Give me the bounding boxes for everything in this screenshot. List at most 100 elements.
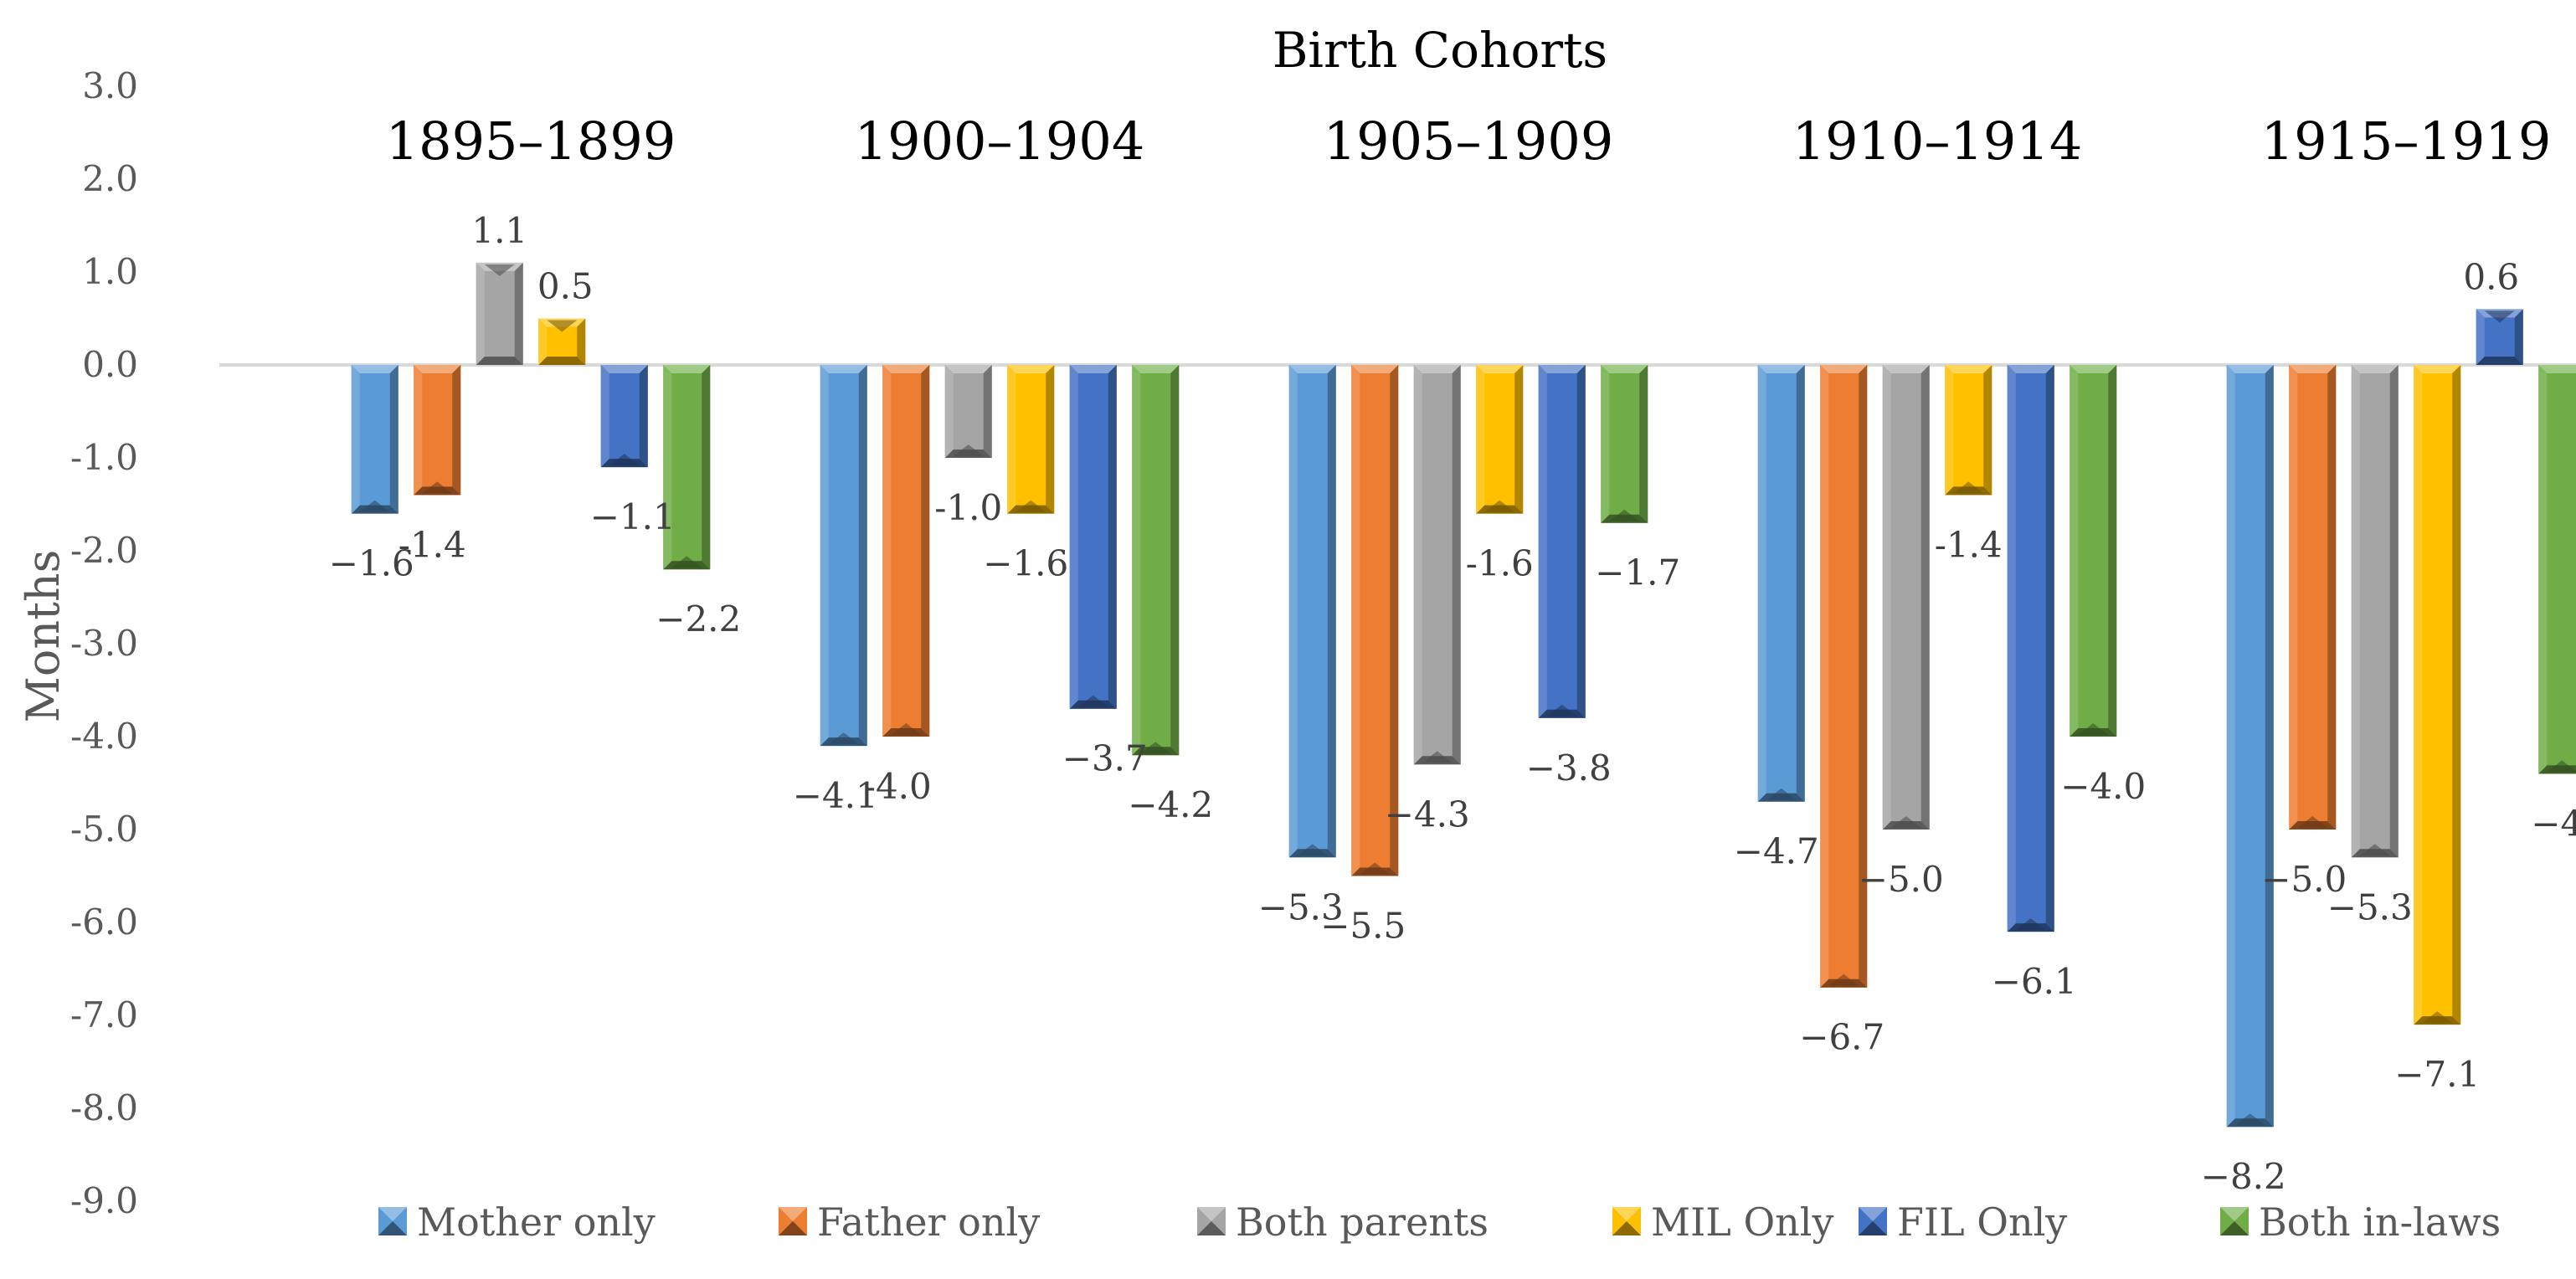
y-tick-label: -6.0 bbox=[70, 901, 138, 943]
y-axis: 3.0 2.0 1.0 0.0 -1.0 -2.0 -3.0 -4.0 -5.0 -6.0 -7.0… bbox=[70, 65, 138, 1221]
bar-bevel bbox=[414, 365, 461, 373]
legend-item: FIL Only bbox=[1859, 1199, 2067, 1245]
bar bbox=[2538, 365, 2576, 774]
bar-bevel bbox=[1132, 365, 1141, 756]
bar-tip bbox=[2078, 723, 2109, 735]
bar-bevel bbox=[1757, 365, 1805, 373]
data-label: −4.1 bbox=[793, 775, 878, 816]
cohort-label: 1905–1909 bbox=[1324, 110, 1614, 172]
bar-bevel bbox=[1007, 365, 1016, 514]
bar-bevel bbox=[882, 365, 930, 373]
bar bbox=[663, 365, 711, 570]
bar bbox=[1538, 365, 1586, 718]
bar-bevel bbox=[1576, 365, 1586, 718]
bar-bevel bbox=[2538, 365, 2576, 373]
bar-bevel bbox=[351, 365, 360, 514]
bar-bevel bbox=[1796, 365, 1805, 802]
legend-item: MIL Only bbox=[1612, 1199, 1833, 1245]
bar bbox=[2226, 365, 2274, 1127]
bar-bevel bbox=[2476, 357, 2523, 365]
legend-label: Both parents bbox=[1236, 1199, 1489, 1245]
data-label: −7.1 bbox=[2394, 1054, 2480, 1095]
bar-bevel bbox=[1351, 365, 1399, 373]
legend-label: FIL Only bbox=[1897, 1199, 2067, 1245]
bar-bevel bbox=[921, 365, 930, 737]
data-label: −6.1 bbox=[1992, 961, 2077, 1002]
bar bbox=[538, 318, 586, 365]
data-label: −5.3 bbox=[2327, 886, 2413, 927]
legend-item: Both in-laws bbox=[2220, 1199, 2501, 1245]
bar-bevel bbox=[2226, 365, 2274, 373]
bar-bevel bbox=[1046, 365, 1055, 514]
legend-swatch-bevel bbox=[1612, 1207, 1641, 1221]
bar-bevel bbox=[2070, 365, 2079, 737]
y-axis-title: Months bbox=[17, 550, 69, 723]
bar-bevel bbox=[2514, 309, 2523, 365]
bar-bevel bbox=[1476, 365, 1524, 373]
y-tick-label: 1.0 bbox=[82, 251, 138, 292]
bar-bevel bbox=[882, 365, 892, 737]
data-label: 0.5 bbox=[537, 266, 594, 307]
bar-tip bbox=[547, 320, 578, 332]
bar-bevel bbox=[1920, 365, 1930, 830]
bar-bevel bbox=[1820, 365, 1829, 988]
bar bbox=[1413, 365, 1461, 765]
bar-bevel bbox=[452, 365, 461, 496]
legend-swatch-bevel bbox=[1859, 1207, 1887, 1221]
bar-tip bbox=[1140, 742, 1171, 754]
bar bbox=[2476, 309, 2523, 365]
bar-tip bbox=[609, 454, 640, 466]
bar-bevel bbox=[2414, 365, 2423, 1025]
bar-bevel bbox=[820, 365, 829, 747]
bar bbox=[476, 262, 523, 365]
bar-bevel bbox=[476, 262, 485, 365]
bar-bevel bbox=[1757, 365, 1766, 802]
bar-bevel bbox=[1288, 365, 1298, 858]
data-label: −5.0 bbox=[2261, 859, 2347, 900]
bar-bevel bbox=[2327, 365, 2337, 830]
bar-bevel bbox=[1170, 365, 1180, 756]
bar-bevel bbox=[2389, 365, 2399, 858]
data-label: −3.8 bbox=[1526, 747, 1612, 788]
bar-bevel bbox=[1069, 365, 1117, 373]
bar-tip bbox=[891, 723, 922, 735]
legend-swatch-bevel bbox=[779, 1221, 807, 1235]
bar bbox=[351, 365, 398, 514]
legend-label: Both in-laws bbox=[2259, 1199, 2501, 1245]
bar-tip bbox=[1890, 816, 1921, 828]
bar-bevel bbox=[702, 365, 711, 570]
bar bbox=[1476, 365, 1524, 514]
bar bbox=[414, 365, 461, 496]
legend-swatch-bevel bbox=[1612, 1221, 1641, 1235]
bar-tip bbox=[1546, 704, 1577, 717]
data-label: -1.6 bbox=[1466, 543, 1534, 584]
legend-swatch-bevel bbox=[378, 1207, 407, 1221]
bar-bevel bbox=[1413, 365, 1461, 373]
bar-bevel bbox=[2289, 365, 2298, 830]
bar-bevel bbox=[1983, 365, 1992, 496]
bar-bevel bbox=[2414, 365, 2461, 373]
legend-swatch-bevel bbox=[2220, 1207, 2249, 1221]
bar-tip bbox=[2234, 1113, 2265, 1126]
data-label: −4.3 bbox=[1385, 794, 1470, 835]
bar-bevel bbox=[1601, 365, 1648, 373]
bar-tip bbox=[1766, 788, 1797, 800]
data-label: -1.0 bbox=[934, 487, 1002, 528]
bar-bevel bbox=[514, 262, 523, 365]
bar bbox=[2414, 365, 2461, 1025]
bar-bevel bbox=[858, 365, 867, 747]
data-label: 1.1 bbox=[471, 210, 527, 251]
legend-item: Father only bbox=[779, 1199, 1040, 1245]
bar-bevel bbox=[663, 365, 711, 373]
bar-bevel bbox=[944, 365, 954, 458]
legend-swatch-bevel bbox=[378, 1221, 407, 1235]
cohort-label: 1915–1919 bbox=[2261, 110, 2552, 172]
data-label: 0.6 bbox=[2463, 256, 2519, 297]
legend-swatch-bevel bbox=[779, 1207, 807, 1221]
bar bbox=[2007, 365, 2054, 932]
data-label: −4.7 bbox=[1734, 831, 1819, 872]
bar-bevel bbox=[351, 365, 398, 373]
bar-bevel bbox=[820, 365, 867, 373]
